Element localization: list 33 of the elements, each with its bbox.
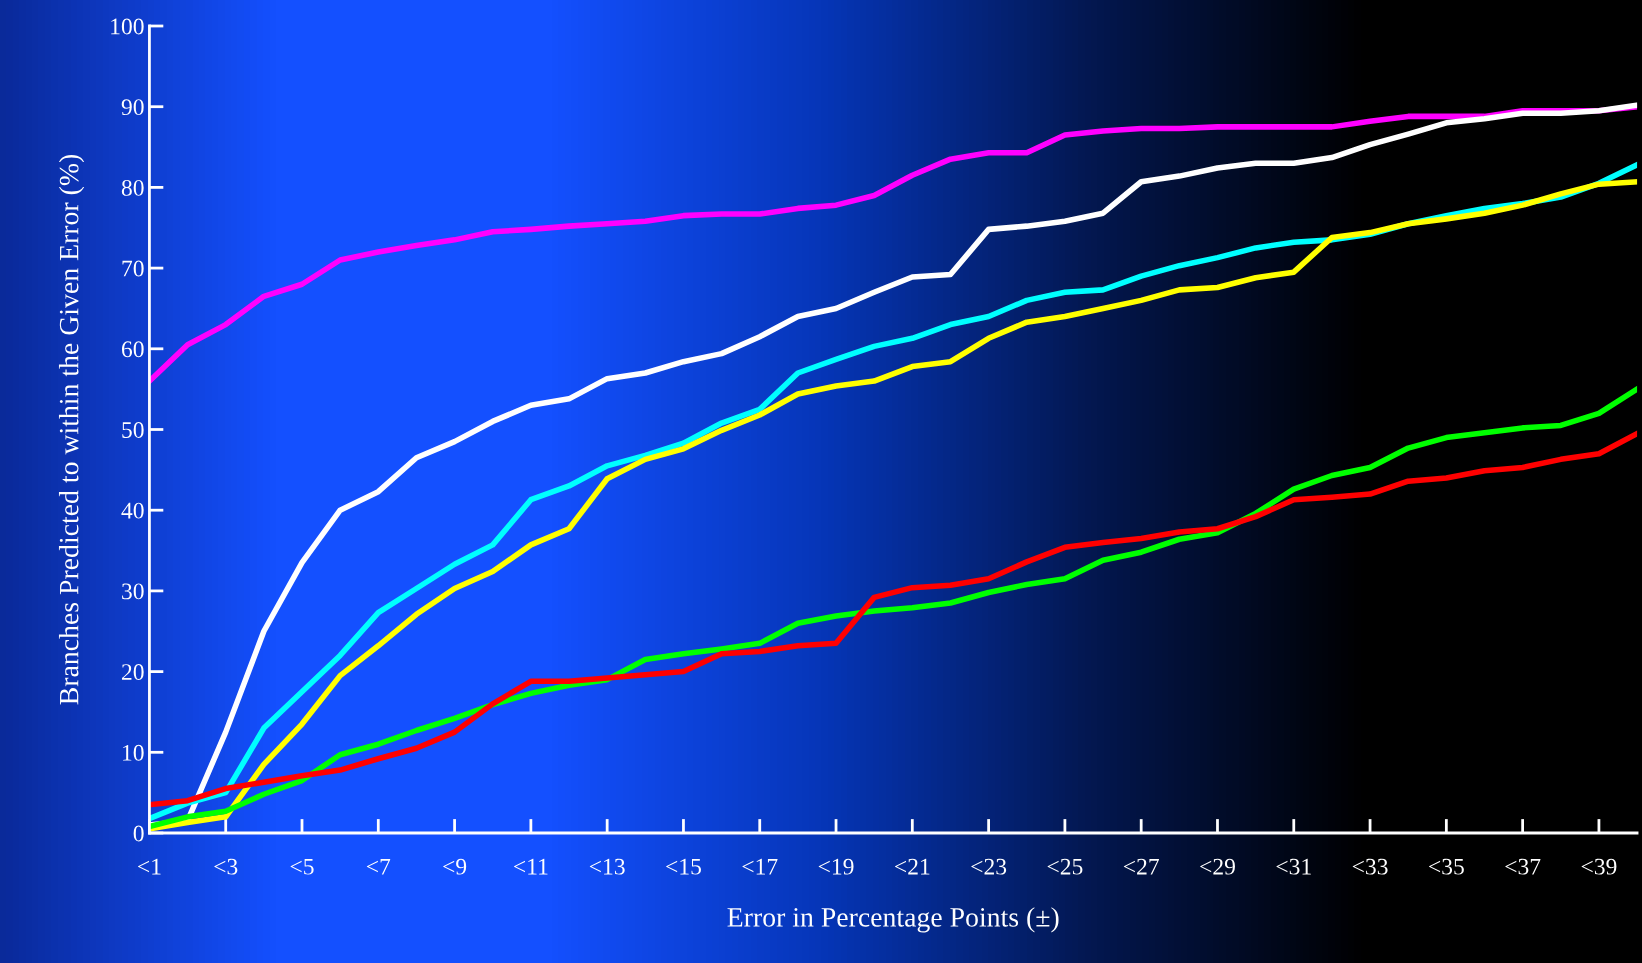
x-tick-label: <27 bbox=[1123, 858, 1159, 875]
y-tick-label: 70 bbox=[122, 260, 144, 277]
x-tick-label: <35 bbox=[1429, 858, 1464, 875]
x-axis-title: Error in Percentage Points (±) bbox=[727, 907, 1059, 933]
y-tick-label: 20 bbox=[121, 664, 144, 681]
y-tick-label: 50 bbox=[122, 421, 144, 438]
x-tick-label: <33 bbox=[1352, 858, 1388, 875]
x-tick-label: <17 bbox=[742, 858, 778, 875]
y-axis-title: Branches Predicted to within the Given Error (%) bbox=[58, 154, 85, 705]
x-tick-label: <13 bbox=[589, 858, 625, 875]
x-tick-label: <31 bbox=[1276, 858, 1311, 875]
x-tick-label: <9 bbox=[443, 858, 467, 875]
x-tick-label: <7 bbox=[366, 858, 391, 875]
y-tick-label: 90 bbox=[121, 99, 144, 116]
x-tick-label: <37 bbox=[1505, 858, 1541, 875]
x-tick-label: <29 bbox=[1200, 858, 1235, 875]
x-tick-label: <39 bbox=[1581, 858, 1617, 875]
x-tick-label: <21 bbox=[895, 858, 930, 875]
y-tick-label: 80 bbox=[121, 179, 144, 196]
x-tick-label: <19 bbox=[818, 858, 854, 875]
x-tick-label: <1 bbox=[138, 858, 161, 875]
y-tick-label: 10 bbox=[123, 744, 144, 761]
y-tick-label: 40 bbox=[121, 502, 144, 519]
x-tick-label: <3 bbox=[214, 858, 238, 875]
y-tick-label: 0 bbox=[133, 825, 144, 842]
x-tick-label: <25 bbox=[1047, 858, 1083, 875]
y-tick-label: 30 bbox=[122, 583, 144, 600]
y-tick-label: 60 bbox=[121, 341, 144, 358]
x-tick-label: <15 bbox=[666, 858, 701, 875]
y-tick-label: 100 bbox=[111, 18, 144, 35]
x-tick-label: <11 bbox=[514, 858, 548, 875]
x-tick-label: <23 bbox=[971, 858, 1007, 875]
x-tick-label: <5 bbox=[290, 858, 314, 875]
